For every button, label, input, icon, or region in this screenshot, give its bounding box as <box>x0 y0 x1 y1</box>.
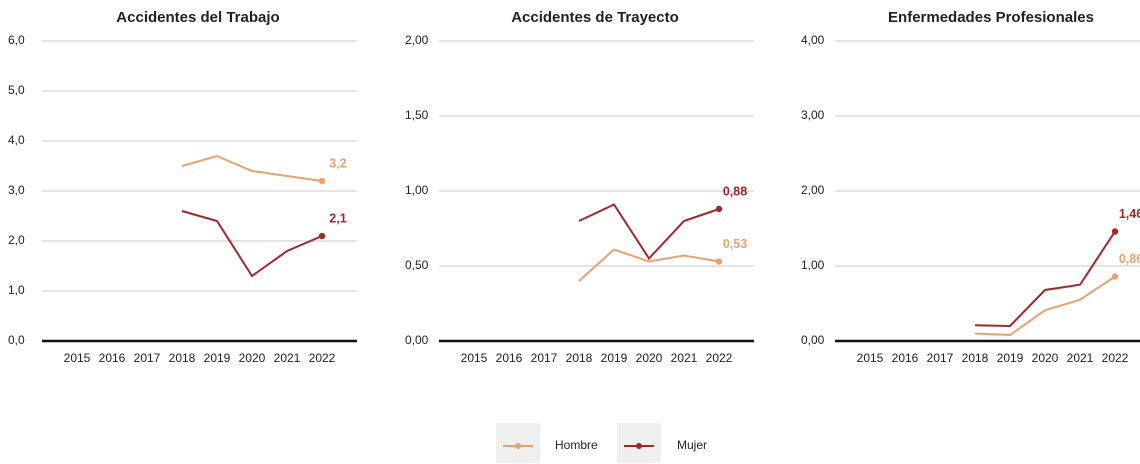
y-tick-label: 0,50 <box>405 258 429 272</box>
value-label: 3,2 <box>329 156 346 170</box>
point <box>318 177 326 185</box>
y-tick-label: 3,0 <box>8 183 25 197</box>
point <box>1111 228 1119 235</box>
series-line <box>578 248 720 282</box>
value-label: 2,1 <box>329 211 346 225</box>
legend-label: Mujer <box>677 438 707 452</box>
x-tick-label: 2019 <box>204 351 231 365</box>
y-tick-label: 0,0 <box>8 333 25 347</box>
x-tick-label: 2017 <box>927 351 954 365</box>
point <box>1111 273 1119 280</box>
y-tick-label: 1,00 <box>405 183 429 197</box>
x-tick-label: 2016 <box>496 351 523 365</box>
y-tick-label: 1,00 <box>801 258 825 272</box>
point <box>715 205 723 213</box>
y-tick-label: 0,00 <box>405 333 429 347</box>
value-label: 0,86 <box>1119 252 1140 266</box>
legend-label: Hombre <box>555 438 598 452</box>
x-tick-label: 2022 <box>1102 351 1129 365</box>
y-tick-label: 6,0 <box>8 33 25 47</box>
y-tick-label: 1,50 <box>405 108 429 122</box>
x-tick-label: 2021 <box>1067 351 1094 365</box>
legend-key <box>636 443 642 449</box>
value-label: 1,46 <box>1119 207 1140 221</box>
y-tick-label: 2,00 <box>405 33 429 47</box>
legend-key <box>515 443 521 449</box>
x-tick-label: 2021 <box>671 351 698 365</box>
x-tick-label: 2016 <box>99 351 126 365</box>
y-tick-label: 4,0 <box>8 133 25 147</box>
x-tick-label: 2020 <box>1032 351 1059 365</box>
point <box>715 258 723 265</box>
x-tick-label: 2020 <box>239 351 266 365</box>
chart-title: Enfermedades Profesionales <box>888 9 1094 26</box>
x-tick-label: 2018 <box>169 351 196 365</box>
series-line <box>578 203 720 261</box>
x-tick-label: 2022 <box>309 351 336 365</box>
y-tick-label: 1,0 <box>8 283 25 297</box>
x-tick-label: 2019 <box>997 351 1024 365</box>
series-line <box>974 230 1116 328</box>
y-tick-label: 4,00 <box>801 33 825 47</box>
y-tick-label: 2,0 <box>8 233 25 247</box>
chart-title: Accidentes del Trabajo <box>116 9 279 26</box>
x-tick-label: 2020 <box>636 351 663 365</box>
series-line <box>181 154 323 182</box>
x-tick-label: 2015 <box>857 351 884 365</box>
x-tick-label: 2017 <box>134 351 161 365</box>
x-tick-label: 2022 <box>706 351 733 365</box>
x-tick-label: 2017 <box>531 351 558 365</box>
value-label: 0,53 <box>723 237 747 251</box>
series-line <box>181 210 323 278</box>
y-tick-label: 5,0 <box>8 83 25 97</box>
x-tick-label: 2018 <box>962 351 989 365</box>
x-tick-label: 2015 <box>461 351 488 365</box>
y-tick-label: 2,00 <box>801 183 825 197</box>
point <box>318 232 326 240</box>
x-tick-label: 2018 <box>566 351 593 365</box>
chart-title: Accidentes de Trayecto <box>511 9 679 26</box>
y-tick-label: 3,00 <box>801 108 825 122</box>
y-tick-label: 0,00 <box>801 333 825 347</box>
x-tick-label: 2015 <box>64 351 91 365</box>
value-label: 0,88 <box>723 184 747 198</box>
series-line <box>974 275 1116 337</box>
x-tick-label: 2019 <box>601 351 628 365</box>
x-tick-label: 2016 <box>892 351 919 365</box>
x-tick-label: 2021 <box>274 351 301 365</box>
